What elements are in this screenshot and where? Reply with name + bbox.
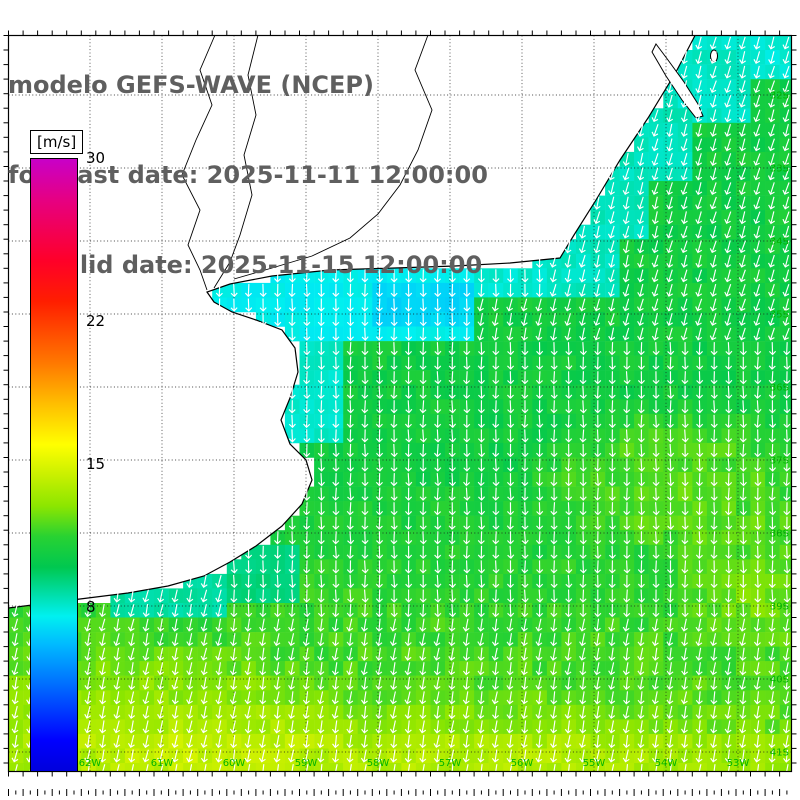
axis-labels-layer: 32S 33S 34S 35S 36S 37S 38S 39S 40S 41S 62W 61W 60W 5… — [79, 91, 789, 770]
colorbar-tick-label: 8 — [86, 597, 96, 616]
svg-text:37S: 37S — [770, 456, 789, 467]
svg-text:35S: 35S — [770, 310, 789, 321]
colorbar: [m/s] 30 22 15 8 — [30, 130, 170, 795]
svg-text:40S: 40S — [770, 675, 789, 686]
svg-text:33S: 33S — [770, 164, 789, 175]
svg-text:36S: 36S — [770, 383, 789, 394]
axis-ticks — [3, 30, 797, 796]
svg-text:32S: 32S — [770, 91, 789, 102]
colorbar-tick-label: 30 — [86, 149, 106, 167]
river-line — [213, 34, 259, 289]
colorbar-gradient-bar — [30, 158, 78, 772]
colorbar-tick-label: 22 — [86, 312, 106, 331]
colorbar-unit-label: [m/s] — [30, 130, 84, 154]
frame-layer — [3, 30, 797, 796]
svg-text:56W: 56W — [511, 758, 534, 769]
valid-date-line: valid date: 2025-11-15 12:00:00 — [48, 251, 483, 279]
coastline — [8, 35, 696, 609]
grid-layer — [8, 35, 792, 772]
river-line — [233, 34, 433, 280]
svg-text:39S: 39S — [770, 602, 789, 613]
wind-arrows-layer — [11, 36, 791, 772]
svg-text:61W: 61W — [151, 758, 174, 769]
svg-text:34S: 34S — [770, 237, 789, 248]
svg-text:54W: 54W — [655, 758, 678, 769]
svg-text:58W: 58W — [367, 758, 390, 769]
river-line — [181, 34, 216, 291]
svg-text:38S: 38S — [770, 529, 789, 540]
title-block: modelo GEFS-WAVE (NCEP) forecast date: 2… — [8, 10, 488, 340]
svg-text:57W: 57W — [439, 758, 462, 769]
svg-text:55W: 55W — [583, 758, 606, 769]
svg-text:60W: 60W — [223, 758, 246, 769]
svg-text:41S: 41S — [770, 748, 789, 759]
svg-text:53W: 53W — [727, 758, 750, 769]
svg-text:59W: 59W — [295, 758, 318, 769]
svg-text:62W: 62W — [79, 758, 102, 769]
model-name: modelo GEFS-WAVE (NCEP) — [8, 71, 374, 99]
colorbar-tick-label: 15 — [86, 455, 106, 473]
